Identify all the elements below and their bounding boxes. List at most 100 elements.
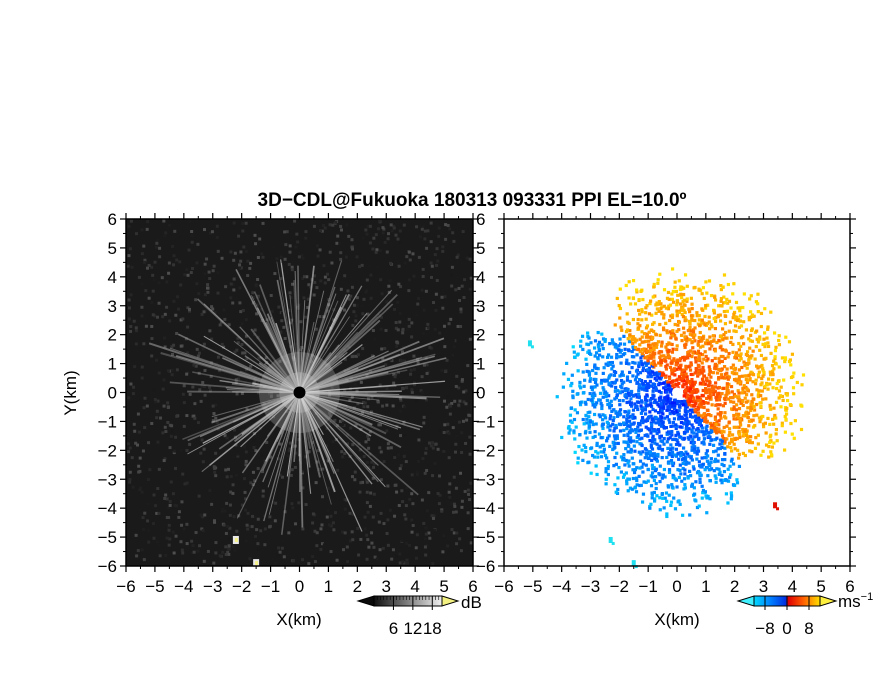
noise-cell [441,306,445,310]
velocity-cell [622,334,626,338]
velocity-cell [749,294,753,298]
noise-cell [376,400,380,404]
velocity-cell [681,385,685,389]
velocity-cell [800,383,804,387]
noise-cell [322,223,326,227]
velocity-cell [683,406,688,411]
velocity-cell [670,350,675,354]
noise-cell [301,558,305,562]
velocity-cell [669,443,673,447]
noise-cell [361,347,365,351]
velocity-cell [710,325,714,329]
velocity-cell [734,379,738,383]
noise-cell [273,402,277,406]
x-tick-label: −5 [523,577,542,596]
velocity-cell [625,358,629,362]
velocity-cell [756,393,760,397]
velocity-cell [650,354,654,358]
noise-cell [398,320,402,324]
noise-cell [208,231,212,235]
velocity-cell [644,451,648,456]
radial-streak [299,391,373,426]
noise-cell [300,297,304,301]
velocity-cell [731,292,735,296]
velocity-cell [578,401,583,405]
velocity-cell [606,402,610,407]
velocity-cell [713,298,718,302]
noise-cell [256,295,260,299]
noise-cell [248,525,252,529]
velocity-cell [768,422,772,427]
noise-cell [358,331,362,335]
noise-cell [427,441,431,445]
velocity-cell [664,306,668,310]
noise-cell [349,294,353,298]
radial-streak [196,298,301,394]
velocity-cell [731,350,735,354]
velocity-cell [708,368,712,372]
velocity-cell [723,397,727,402]
velocity-cell [693,371,697,375]
noise-cell [235,348,239,352]
noise-cell [393,514,397,518]
velocity-cell [720,434,725,438]
noise-cell [196,421,200,425]
velocity-cell [605,456,609,460]
velocity-cell [655,371,660,375]
noise-cell [299,320,303,324]
noise-cell [185,542,189,546]
noise-cell [407,289,411,293]
noise-cell [227,323,231,327]
noise-cell [216,291,220,295]
noise-cell [263,543,267,547]
noise-cell [231,455,235,459]
velocity-cell [753,446,758,450]
noise-cell [366,224,370,228]
velocity-cell [723,356,727,361]
velocity-cell [603,453,608,458]
velocity-cell [738,435,742,440]
noise-cell [130,265,134,269]
velocity-cell [745,429,749,433]
velocity-cell [726,445,730,449]
velocity-cell [601,423,605,427]
noise-cell [259,453,263,457]
velocity-cell [739,352,743,356]
noise-cell [287,340,291,344]
velocity-cell [688,474,693,478]
velocity-cell [660,419,664,423]
noise-cell [287,449,291,453]
x-tick-label: 0 [295,577,304,596]
velocity-cell [593,365,597,369]
noise-cell [468,287,472,291]
noise-cell [183,273,187,277]
velocity-cell [603,416,608,420]
noise-cell [378,249,382,253]
velocity-cell [673,437,677,441]
velocity-cell [715,340,719,345]
noise-cell [201,347,205,351]
noise-cell [331,521,335,525]
velocity-cell [682,358,686,362]
velocity-cell [750,393,754,397]
noise-cell [181,392,185,396]
noise-cell [185,522,189,526]
velocity-cell [682,430,687,435]
velocity-cell [664,402,668,406]
noise-cell [240,391,244,395]
noise-cell [256,466,260,470]
velocity-cell [696,405,700,409]
noise-cell [276,394,280,398]
velocity-cell [667,470,672,474]
velocity-cell [685,429,690,433]
noise-cell [224,545,228,549]
velocity-cell [671,463,675,468]
noise-cell [421,274,425,278]
noise-cell [378,548,382,552]
velocity-cell [607,404,612,408]
velocity-cell [589,341,593,345]
velocity-cell [655,307,659,311]
noise-cell [363,515,367,519]
velocity-cell [699,405,703,409]
velocity-cell [784,417,788,421]
